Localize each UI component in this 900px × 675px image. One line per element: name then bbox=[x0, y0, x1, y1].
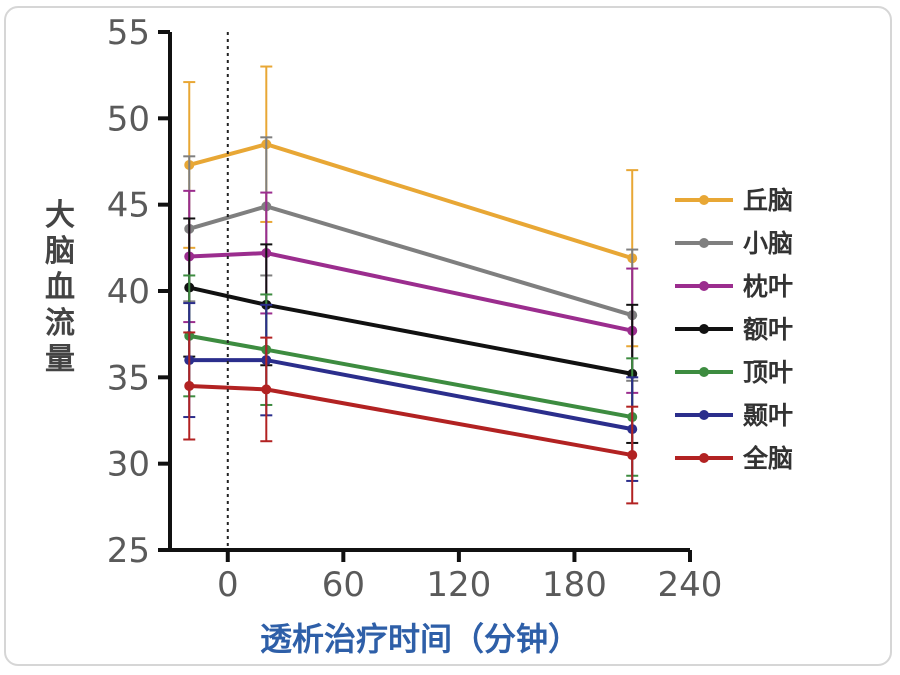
legend-swatch-point bbox=[699, 195, 709, 205]
x-tick-label: 120 bbox=[426, 565, 491, 605]
series-line bbox=[188, 333, 633, 420]
legend-swatch-point bbox=[699, 367, 709, 377]
data-point bbox=[261, 384, 272, 395]
legend-swatch-point bbox=[699, 410, 709, 420]
legend-label: 顶叶 bbox=[743, 358, 793, 387]
x-tick-label: 240 bbox=[658, 565, 723, 605]
x-axis-label: 透析治疗时间（分钟） bbox=[260, 620, 580, 658]
y-tick-label: 30 bbox=[107, 445, 150, 485]
legend-entry: 枕叶 bbox=[675, 272, 793, 301]
series-line bbox=[188, 204, 633, 318]
legend-swatch-point bbox=[699, 453, 709, 463]
data-point bbox=[184, 380, 195, 391]
legend-label: 丘脑 bbox=[743, 186, 793, 215]
y-axis-label: 大脑血流量 bbox=[45, 198, 75, 377]
chart-frame bbox=[4, 6, 892, 666]
legend-entry: 颞叶 bbox=[675, 401, 793, 430]
legend-label: 全脑 bbox=[742, 444, 793, 473]
legend-label: 小脑 bbox=[743, 229, 793, 258]
series-1 bbox=[183, 65, 639, 348]
y-tick-label: 40 bbox=[107, 272, 150, 312]
series-line bbox=[189, 251, 633, 333]
series-line bbox=[189, 358, 633, 432]
legend-label: 额叶 bbox=[743, 315, 793, 344]
y-tick-label: 45 bbox=[107, 186, 150, 226]
series-7 bbox=[183, 331, 639, 505]
y-tick-label: 50 bbox=[107, 99, 150, 139]
y-tick-label: 35 bbox=[107, 358, 150, 398]
y-tick-label: 55 bbox=[107, 13, 150, 53]
x-tick-label: 0 bbox=[217, 565, 239, 605]
legend-entry: 丘脑 bbox=[675, 186, 793, 215]
legend-label: 颞叶 bbox=[742, 401, 793, 430]
legend-entry: 全脑 bbox=[675, 444, 793, 473]
legend-swatch-point bbox=[699, 238, 709, 248]
series-6 bbox=[183, 302, 639, 482]
legend-entry: 额叶 bbox=[675, 315, 793, 344]
series-2 bbox=[183, 136, 639, 382]
data-point bbox=[627, 450, 638, 461]
legend-label: 枕叶 bbox=[743, 272, 793, 301]
x-tick-label: 180 bbox=[542, 565, 607, 605]
series-line bbox=[188, 142, 633, 261]
legend-entry: 顶叶 bbox=[675, 358, 793, 387]
series-line bbox=[189, 383, 633, 458]
legend-swatch-point bbox=[699, 324, 709, 334]
legend-entry: 小脑 bbox=[675, 229, 793, 258]
legend-swatch-point bbox=[699, 281, 709, 291]
y-tick-label: 25 bbox=[107, 531, 150, 571]
x-tick-label: 60 bbox=[322, 565, 365, 605]
